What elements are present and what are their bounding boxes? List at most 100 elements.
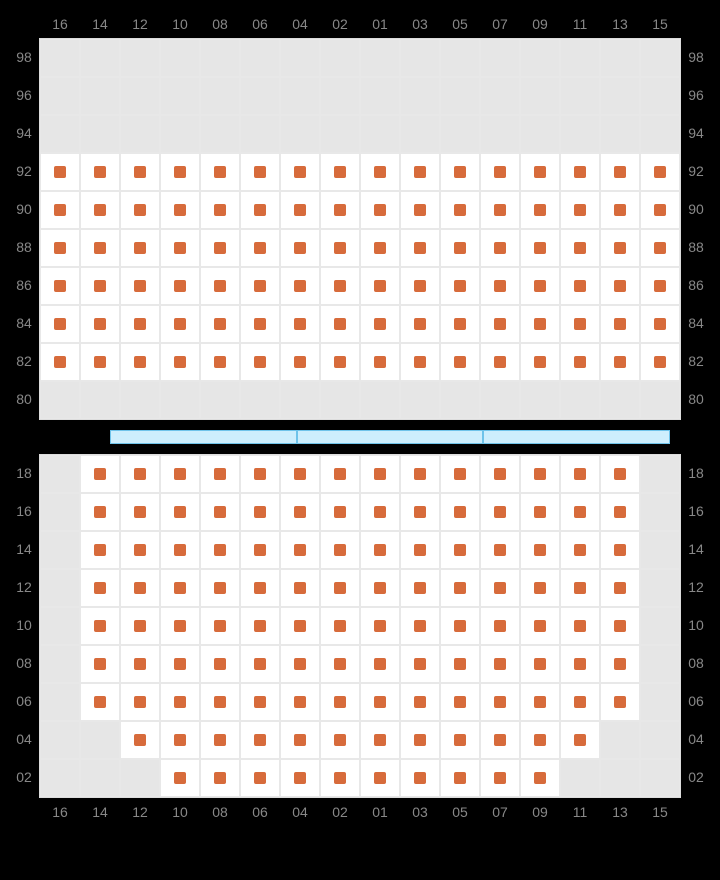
seat-cell[interactable]: [520, 455, 560, 493]
seat-cell[interactable]: [200, 493, 240, 531]
seat-cell[interactable]: [520, 531, 560, 569]
seat-cell[interactable]: [280, 305, 320, 343]
seat-cell[interactable]: [480, 305, 520, 343]
seat-cell[interactable]: [560, 569, 600, 607]
seat-cell[interactable]: [360, 645, 400, 683]
seat-cell[interactable]: [440, 569, 480, 607]
seat-cell[interactable]: [400, 683, 440, 721]
seat-cell[interactable]: [560, 153, 600, 191]
seat-cell[interactable]: [440, 645, 480, 683]
seat-cell[interactable]: [600, 343, 640, 381]
seat-cell[interactable]: [280, 191, 320, 229]
seat-cell[interactable]: [160, 759, 200, 797]
seat-cell[interactable]: [280, 343, 320, 381]
seat-cell[interactable]: [520, 153, 560, 191]
seat-cell[interactable]: [560, 455, 600, 493]
seat-cell[interactable]: [600, 493, 640, 531]
seat-cell[interactable]: [360, 759, 400, 797]
seat-cell[interactable]: [320, 645, 360, 683]
seat-cell[interactable]: [40, 305, 80, 343]
seat-cell[interactable]: [520, 267, 560, 305]
seat-cell[interactable]: [520, 343, 560, 381]
seat-cell[interactable]: [80, 531, 120, 569]
seat-cell[interactable]: [440, 305, 480, 343]
seat-cell[interactable]: [360, 455, 400, 493]
seat-cell[interactable]: [400, 531, 440, 569]
seat-cell[interactable]: [400, 759, 440, 797]
seat-cell[interactable]: [600, 305, 640, 343]
seat-cell[interactable]: [560, 607, 600, 645]
seat-cell[interactable]: [120, 191, 160, 229]
seat-cell[interactable]: [520, 229, 560, 267]
seat-cell[interactable]: [240, 569, 280, 607]
seat-cell[interactable]: [600, 191, 640, 229]
seat-cell[interactable]: [320, 229, 360, 267]
seat-cell[interactable]: [520, 493, 560, 531]
seat-cell[interactable]: [440, 759, 480, 797]
seat-cell[interactable]: [440, 267, 480, 305]
seat-cell[interactable]: [600, 569, 640, 607]
seat-cell[interactable]: [160, 343, 200, 381]
seat-cell[interactable]: [640, 305, 680, 343]
seat-cell[interactable]: [600, 455, 640, 493]
seat-cell[interactable]: [520, 683, 560, 721]
seat-cell[interactable]: [480, 645, 520, 683]
seat-cell[interactable]: [280, 607, 320, 645]
seat-cell[interactable]: [200, 267, 240, 305]
seat-cell[interactable]: [440, 229, 480, 267]
seat-cell[interactable]: [200, 569, 240, 607]
seat-cell[interactable]: [240, 455, 280, 493]
seat-cell[interactable]: [600, 267, 640, 305]
seat-cell[interactable]: [640, 267, 680, 305]
seat-cell[interactable]: [120, 607, 160, 645]
seat-cell[interactable]: [80, 683, 120, 721]
seat-cell[interactable]: [400, 343, 440, 381]
seat-cell[interactable]: [320, 721, 360, 759]
seat-cell[interactable]: [320, 343, 360, 381]
seat-cell[interactable]: [200, 531, 240, 569]
seat-cell[interactable]: [80, 229, 120, 267]
seat-cell[interactable]: [200, 343, 240, 381]
seat-cell[interactable]: [80, 455, 120, 493]
seat-cell[interactable]: [160, 645, 200, 683]
seat-cell[interactable]: [160, 569, 200, 607]
seat-cell[interactable]: [240, 683, 280, 721]
seat-cell[interactable]: [160, 531, 200, 569]
seat-cell[interactable]: [240, 493, 280, 531]
seat-cell[interactable]: [120, 569, 160, 607]
seat-cell[interactable]: [520, 305, 560, 343]
seat-cell[interactable]: [400, 191, 440, 229]
seat-cell[interactable]: [280, 569, 320, 607]
seat-cell[interactable]: [120, 153, 160, 191]
seat-cell[interactable]: [440, 343, 480, 381]
seat-cell[interactable]: [520, 569, 560, 607]
seat-cell[interactable]: [480, 493, 520, 531]
seat-cell[interactable]: [280, 683, 320, 721]
seat-cell[interactable]: [440, 683, 480, 721]
seat-cell[interactable]: [200, 229, 240, 267]
seat-cell[interactable]: [320, 683, 360, 721]
seat-cell[interactable]: [200, 645, 240, 683]
seat-cell[interactable]: [400, 569, 440, 607]
seat-cell[interactable]: [40, 267, 80, 305]
seat-cell[interactable]: [360, 683, 400, 721]
seat-cell[interactable]: [400, 305, 440, 343]
seat-cell[interactable]: [280, 153, 320, 191]
seat-cell[interactable]: [480, 343, 520, 381]
seat-cell[interactable]: [360, 267, 400, 305]
seat-cell[interactable]: [480, 267, 520, 305]
seat-cell[interactable]: [320, 531, 360, 569]
seat-cell[interactable]: [440, 153, 480, 191]
seat-cell[interactable]: [160, 305, 200, 343]
seat-cell[interactable]: [360, 305, 400, 343]
seat-cell[interactable]: [120, 267, 160, 305]
seat-cell[interactable]: [160, 153, 200, 191]
seat-cell[interactable]: [480, 229, 520, 267]
seat-cell[interactable]: [80, 493, 120, 531]
seat-cell[interactable]: [280, 531, 320, 569]
seat-cell[interactable]: [560, 493, 600, 531]
seat-cell[interactable]: [320, 305, 360, 343]
seat-cell[interactable]: [440, 531, 480, 569]
seat-cell[interactable]: [200, 607, 240, 645]
seat-cell[interactable]: [80, 343, 120, 381]
